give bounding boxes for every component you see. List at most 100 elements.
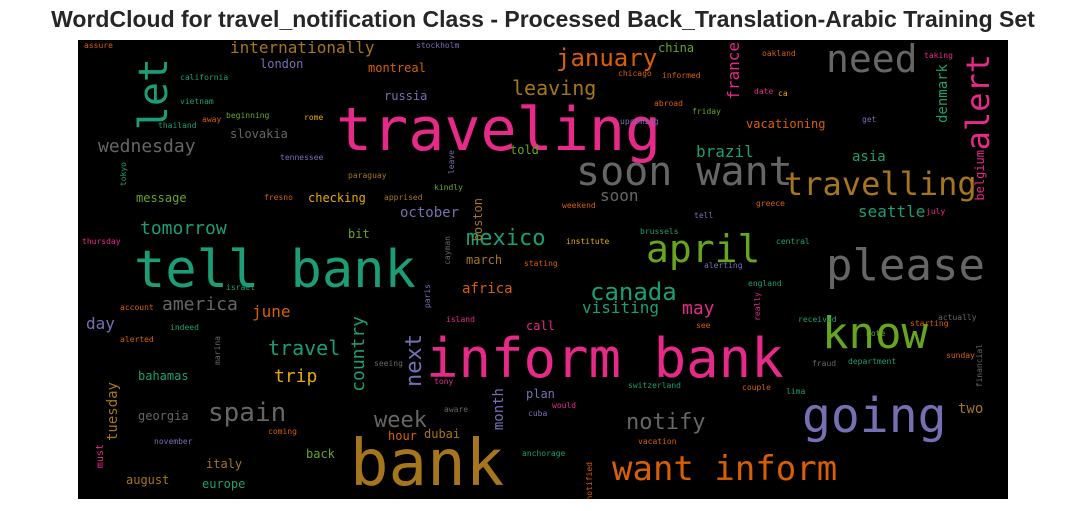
cloud-word: africa [462,281,513,297]
cloud-word: seeing [374,359,403,368]
cloud-word: coming [268,427,297,436]
cloud-word: notified [585,462,594,499]
cloud-word: anchorage [522,449,566,458]
cloud-word: alert [959,54,997,151]
cloud-word: get [862,115,877,124]
cloud-word: date [754,87,774,96]
cloud-word: vacation [638,437,677,446]
cloud-word: know [822,308,928,359]
cloud-word: switzerland [628,381,681,390]
cloud-word: tokyo [119,162,128,187]
cloud-word: dubai [424,427,461,441]
cloud-word: apprised [384,193,423,202]
cloud-word: may [682,298,715,319]
cloud-word: ca [778,89,788,98]
cloud-word: brussels [640,227,679,236]
cloud-word: fresno [264,193,293,202]
cloud-word: california [180,73,229,82]
cloud-word: november [154,437,193,446]
cloud-word: june [252,302,291,321]
cloud-word: friday [692,107,721,116]
cloud-word: month [491,388,507,431]
cloud-word: georgia [138,409,189,423]
cloud-word: financial [975,344,984,388]
cloud-word: america [162,294,238,315]
cloud-word: weekend [562,201,596,210]
cloud-word: cuba [528,409,548,418]
cloud-word: tennessee [280,153,324,162]
cloud-word: travelling [784,165,977,203]
cloud-word: tony [434,377,454,386]
cloud-word: department [848,357,897,366]
cloud-word: europe [202,477,246,491]
cloud-word: beginning [226,111,270,120]
cloud-word: denmark [935,64,951,124]
cloud-word: going [802,388,947,444]
cloud-word: stating [524,259,558,268]
cloud-word: back [306,447,335,461]
cloud-word: mexico [466,226,546,251]
cloud-word: trip [274,366,318,387]
cloud-word: tuesday [105,382,121,442]
cloud-word: lima [786,387,806,396]
cloud-word: central [776,237,810,246]
cloud-word: chicago [618,69,652,78]
cloud-word: bit [348,227,370,241]
cloud-word: october [400,205,460,221]
cloud-word: tell bank [134,240,416,300]
cloud-word: institute [566,237,610,246]
cloud-word: april [646,227,761,271]
cloud-word: vacationing [746,117,826,131]
cloud-word: july [926,207,946,216]
cloud-word: fraud [812,359,837,368]
cloud-word: hour [388,429,417,443]
cloud-word: kindly [434,183,463,192]
cloud-word: couple [742,383,771,392]
chart-title: WordCloud for travel_notification Class … [51,6,1035,32]
cloud-word: alerted [120,335,154,344]
cloud-word: thailand [158,121,197,130]
cloud-word: spain [208,398,287,428]
cloud-word: stockholm [416,41,460,50]
cloud-word: away [202,115,222,124]
cloud-word: russia [384,89,428,103]
cloud-word: montreal [368,61,426,75]
cloud-word: checking [308,191,366,205]
cloud-word: wednesday [98,136,196,157]
cloud-word: really [753,292,762,321]
cloud-word: let [131,58,177,131]
cloud-word: tell [694,211,714,220]
cloud-word: starting [910,319,949,328]
cloud-word: inform bank [426,327,784,390]
cloud-word: rome [304,113,324,122]
cloud-word: soon want [576,149,793,195]
cloud-word: upcoming [620,117,659,126]
cloud-word: belgium [973,150,987,201]
cloud-word: leave [447,150,456,175]
cloud-word: traveling [336,95,662,165]
cloud-word: march [466,253,503,267]
cloud-word: indeed [170,323,199,332]
cloud-word: would [552,401,577,410]
cloud-word: received [798,315,837,324]
cloud-word: actually [938,313,977,322]
cloud-word: account [120,303,154,312]
cloud-word: thursday [82,237,121,246]
cloud-word: country [348,316,369,392]
cloud-word: china [658,41,695,55]
cloud-word: abroad [654,99,683,108]
cloud-word: message [136,191,187,205]
cloud-word: aware [444,405,469,414]
cloud-word: day [86,314,115,333]
cloud-word: assure [84,41,113,50]
cloud-word: marina [213,336,222,365]
cloud-word: boston [471,198,485,242]
cloud-word: note [866,329,886,338]
cloud-word: france [724,42,743,100]
cloud-word: vietnam [180,97,214,106]
cloud-word: sunday [946,351,975,360]
cloud-word: oakland [762,49,796,58]
cloud-word: island [446,315,475,324]
cloud-word: london [260,57,304,71]
cloud-word: need [826,40,918,81]
